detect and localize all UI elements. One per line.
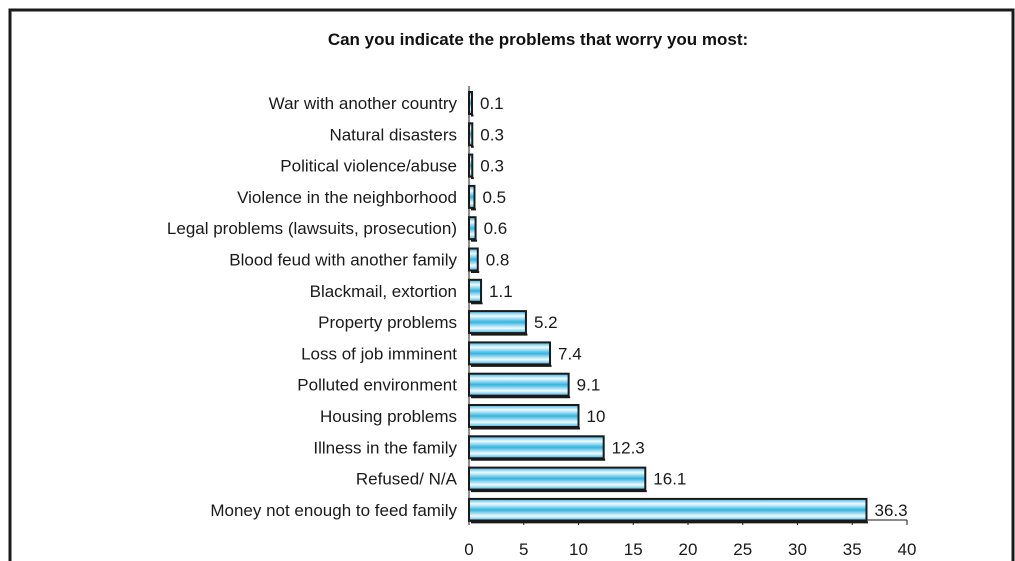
category-label: Blood feud with another family xyxy=(229,251,457,270)
x-tick-label: 25 xyxy=(733,540,752,559)
category-label: Legal problems (lawsuits, prosecution) xyxy=(167,219,457,238)
x-axis: 0 5 10 15 20 25 30 35 40 xyxy=(464,86,916,559)
value-label: 12.3 xyxy=(612,438,645,457)
bar xyxy=(468,466,647,491)
bar xyxy=(468,497,868,522)
value-label: 36.3 xyxy=(874,501,907,520)
value-label: 7.4 xyxy=(558,344,582,363)
x-tick-label: 20 xyxy=(679,540,698,559)
bar xyxy=(468,184,476,209)
bar xyxy=(468,404,580,428)
bar xyxy=(468,341,552,366)
x-tick-label: 10 xyxy=(569,540,588,559)
value-label: 10 xyxy=(587,407,606,426)
value-label: 5.2 xyxy=(534,313,558,332)
category-label: Blackmail, extortion xyxy=(310,282,457,301)
bar xyxy=(468,278,483,303)
category-label: Property problems xyxy=(318,313,457,332)
value-label: 9.1 xyxy=(577,376,601,395)
category-label: Housing problems xyxy=(320,407,457,426)
category-label: Illness in the family xyxy=(313,438,457,457)
bars-layer: War with another country 0.1 Natural disas… xyxy=(167,91,908,524)
category-label: Polluted environment xyxy=(297,376,457,395)
bar xyxy=(468,216,477,241)
value-label: 0.1 xyxy=(480,94,504,113)
category-label: Violence in the neighborhood xyxy=(237,188,457,207)
chart-title: Can you indicate the problems that worry… xyxy=(328,30,748,49)
x-tick-label: 35 xyxy=(843,540,862,559)
x-tick-label: 40 xyxy=(898,540,917,559)
x-tick-label: 0 xyxy=(464,540,473,559)
bar xyxy=(468,435,605,460)
value-label: 0.8 xyxy=(486,251,510,270)
x-tick-label: 5 xyxy=(519,540,528,559)
chart-border xyxy=(8,8,1015,561)
value-label: 1.1 xyxy=(489,282,513,301)
category-label: Loss of job imminent xyxy=(301,344,457,363)
value-label: 0.6 xyxy=(484,219,508,238)
value-label: 0.5 xyxy=(482,188,506,207)
x-tick-label: 30 xyxy=(788,540,807,559)
category-label: Natural disasters xyxy=(329,125,457,144)
bar xyxy=(468,372,570,397)
category-label: Money not enough to feed family xyxy=(210,501,457,520)
category-label: Political violence/abuse xyxy=(280,157,457,176)
category-label: War with another country xyxy=(269,94,458,113)
value-label: 16.1 xyxy=(653,470,686,489)
value-label: 0.3 xyxy=(480,157,504,176)
value-label: 0.3 xyxy=(480,125,504,144)
bar xyxy=(468,310,527,335)
category-label: Refused/ N/A xyxy=(356,470,458,489)
x-tick-label: 15 xyxy=(624,540,643,559)
bar xyxy=(468,247,479,272)
